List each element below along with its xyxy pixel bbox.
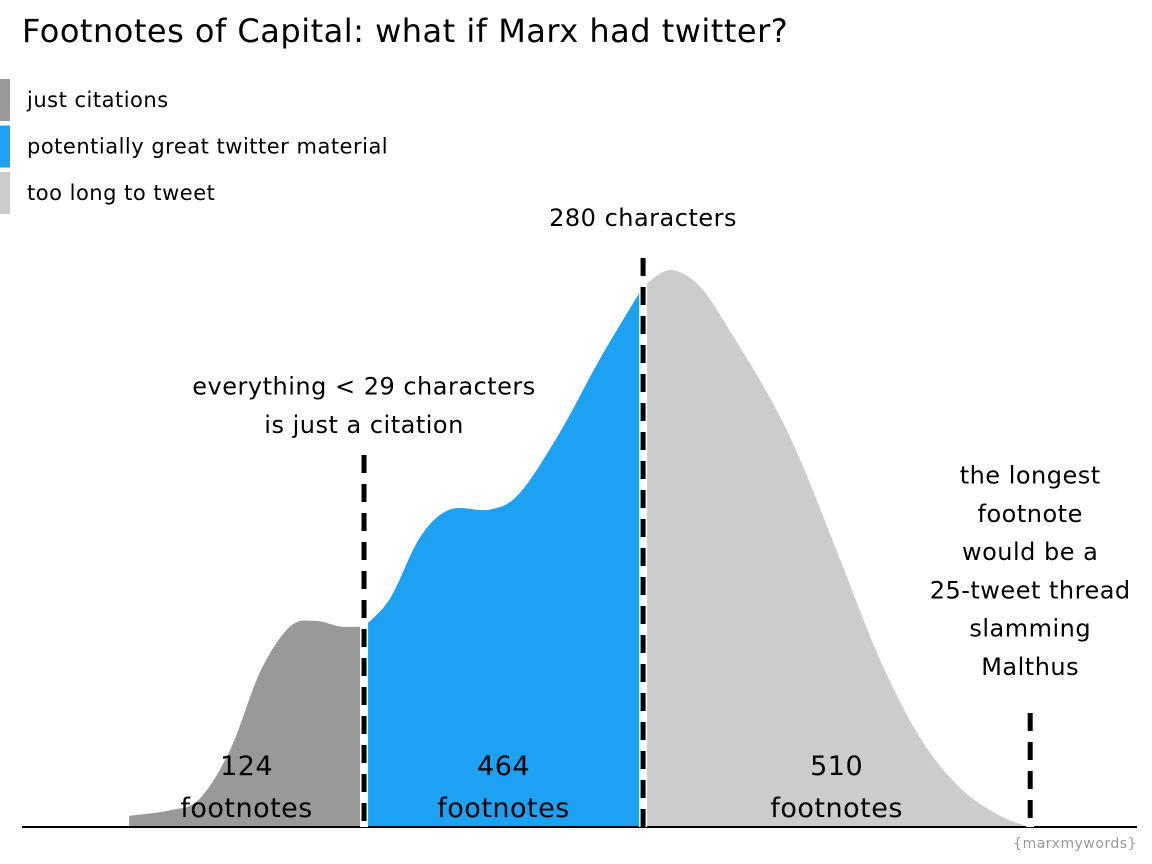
density-area: [129, 620, 365, 827]
count-label: 464: [477, 751, 530, 782]
annotation-text: slamming: [969, 615, 1091, 643]
density-area: [643, 270, 1031, 827]
count-unit: footnotes: [770, 793, 903, 824]
legend-label: too long to tweet: [27, 181, 215, 205]
annotation-text: footnote: [978, 500, 1083, 528]
annotation-text: 280 characters: [549, 204, 737, 232]
annotation-text: is just a citation: [264, 411, 464, 439]
legend-swatch: [0, 172, 10, 214]
legend-label: just citations: [26, 88, 169, 112]
legend-swatch: [0, 125, 10, 168]
annotation-text: 25-tweet thread: [930, 576, 1131, 604]
annotation-text: Malthus: [981, 653, 1079, 681]
count-unit: footnotes: [437, 793, 570, 824]
density-area: [364, 286, 644, 828]
chart-title: Footnotes of Capital: what if Marx had t…: [22, 12, 788, 50]
count-unit: footnotes: [180, 793, 313, 824]
legend-swatch: [0, 79, 10, 121]
count-label: 124: [220, 751, 273, 782]
source: {marxmywords}: [1013, 836, 1137, 852]
count-label: 510: [810, 751, 863, 782]
legend-label: potentially great twitter material: [27, 135, 388, 159]
annotation-text: the longest: [960, 462, 1101, 490]
annotation-text: everything < 29 characters: [192, 373, 536, 401]
annotation-text: would be a: [962, 538, 1098, 566]
